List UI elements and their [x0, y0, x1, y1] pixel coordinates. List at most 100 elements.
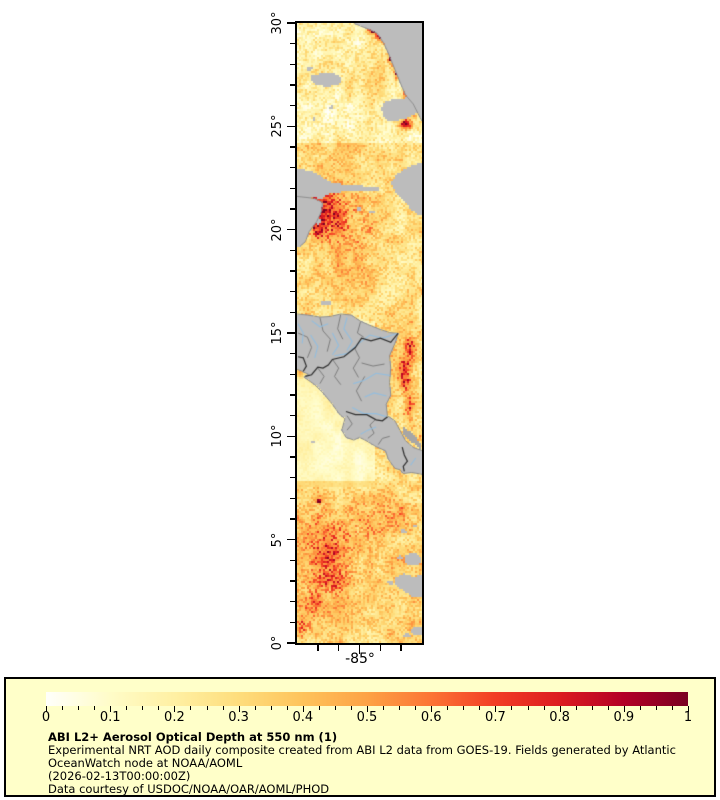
caption-title: ABI L2+ Aerosol Optical Depth at 550 nm … [48, 730, 338, 744]
colorbar-minor-tick [94, 706, 96, 710]
y-axis-minor-tick [290, 208, 295, 210]
colorbar-minor-tick [318, 706, 320, 710]
caption-line-description-1: Experimental NRT AOD daily composite cre… [48, 743, 676, 757]
y-axis-minor-tick [290, 559, 295, 562]
colorbar-minor-tick [447, 706, 449, 710]
x-axis-minor-tick [400, 645, 402, 651]
colorbar-minor-tick [334, 706, 336, 710]
colorbar-major-tick [559, 706, 561, 712]
colorbar-major-tick [238, 706, 240, 712]
y-axis-minor-tick [290, 166, 295, 169]
colorbar-minor-tick [399, 706, 401, 710]
colorbar-tick-label: 0.8 [549, 710, 570, 725]
y-axis-minor-tick [290, 580, 295, 582]
x-axis-major-tick [358, 645, 361, 654]
y-axis-minor-tick [290, 518, 295, 520]
colorbar-major-tick [367, 706, 368, 712]
caption-timestamp: (2026-02-13T00:00:00Z) [48, 769, 191, 783]
y-axis-major-tick [287, 435, 295, 438]
y-axis-major-tick [287, 22, 295, 24]
colorbar-minor-tick [190, 706, 192, 710]
colorbar-minor-tick [62, 706, 64, 710]
y-axis-minor-tick [290, 63, 295, 66]
y-axis-minor-tick [290, 249, 295, 252]
colorbar-minor-tick [142, 706, 144, 710]
colorbar-minor-tick [286, 706, 288, 710]
caption-block: ABI L2+ Aerosol Optical Depth at 550 nm … [48, 731, 688, 796]
colorbar-minor-tick [78, 706, 80, 710]
colorbar-minor-tick [254, 706, 256, 710]
y-axis-tick-label: 5° [270, 532, 285, 548]
colorbar-tick-label: 0.7 [485, 710, 506, 725]
colorbar-minor-tick [607, 706, 609, 710]
colorbar-major-tick [110, 706, 112, 712]
y-axis-minor-tick [290, 456, 295, 458]
y-axis-minor-tick [290, 621, 295, 624]
colorbar-major-tick [302, 706, 304, 712]
colorbar-minor-tick [158, 706, 160, 710]
colorbar-gradient [46, 692, 688, 706]
y-axis-major-tick [287, 538, 295, 541]
y-axis-tick-label: 0° [270, 635, 285, 651]
y-axis-major-tick [287, 642, 295, 644]
y-axis-major-tick [287, 332, 295, 334]
y-axis-minor-tick [290, 290, 295, 293]
colorbar-minor-tick [591, 706, 593, 710]
y-axis-minor-tick [290, 352, 295, 355]
y-axis-tick-label: 15° [270, 321, 285, 345]
colorbar-tick-label: 0.9 [613, 710, 635, 725]
x-axis-minor-tick [337, 645, 340, 651]
y-axis-minor-tick [290, 104, 295, 107]
aod-map-canvas [297, 23, 422, 643]
colorbar-tick-label: 0.1 [99, 710, 121, 725]
colorbar-major-tick [174, 706, 176, 712]
y-axis-minor-tick [290, 187, 295, 190]
colorbar-tick-label: 0.2 [164, 710, 185, 725]
colorbar-minor-tick [270, 706, 272, 710]
colorbar-major-tick [688, 706, 689, 712]
colorbar-tick-label: 0.6 [420, 710, 442, 725]
colorbar-tick-label: 0.3 [228, 710, 249, 725]
y-axis-minor-tick [290, 373, 295, 376]
colorbar-tick-label: 1 [683, 710, 693, 725]
caption-line-description-2: OceanWatch node at NOAA/AOML [48, 756, 243, 770]
y-axis-minor-tick [290, 84, 295, 86]
colorbar-minor-tick [671, 706, 673, 710]
colorbar-major-tick [495, 706, 497, 712]
colorbar-tick-label: 0 [41, 710, 51, 725]
x-axis-tick-label: -85° [345, 651, 375, 667]
colorbar-major-tick [623, 706, 625, 712]
y-axis-minor-tick [290, 311, 295, 314]
colorbar-minor-tick [479, 706, 481, 710]
colorbar-minor-tick [575, 706, 577, 710]
caption-credit: Data courtesy of USDOC/NOAA/OAR/AOML/PHO… [48, 782, 330, 796]
y-axis-minor-tick [290, 270, 295, 272]
y-axis-minor-tick [290, 394, 295, 396]
colorbar-minor-tick [383, 706, 385, 710]
colorbar-minor-tick [639, 706, 641, 710]
colorbar-minor-tick [655, 706, 657, 710]
colorbar-minor-tick [126, 706, 128, 710]
x-axis-minor-tick [317, 645, 319, 651]
colorbar-minor-tick [415, 706, 417, 710]
y-axis-minor-tick [290, 146, 295, 148]
y-axis-major-tick [287, 228, 295, 231]
colorbar-minor-tick [543, 706, 545, 710]
y-axis-tick-label: 10° [270, 424, 285, 448]
colorbar-minor-tick [527, 706, 529, 710]
y-axis-minor-tick [290, 600, 295, 603]
map-frame [295, 21, 424, 645]
y-axis-minor-tick [290, 414, 295, 417]
y-axis-minor-tick [290, 497, 295, 500]
y-axis-major-tick [287, 125, 295, 128]
x-axis-minor-tick [379, 645, 382, 651]
colorbar-minor-tick [350, 706, 352, 710]
colorbar-minor-tick [206, 706, 208, 710]
colorbar-minor-tick [463, 706, 465, 710]
colorbar-major-tick [431, 706, 433, 712]
y-axis-minor-tick [290, 42, 295, 45]
y-axis-tick-label: 20° [270, 218, 285, 242]
y-axis-tick-label: 25° [270, 114, 285, 138]
colorbar-tick-label: 0.5 [356, 710, 378, 725]
